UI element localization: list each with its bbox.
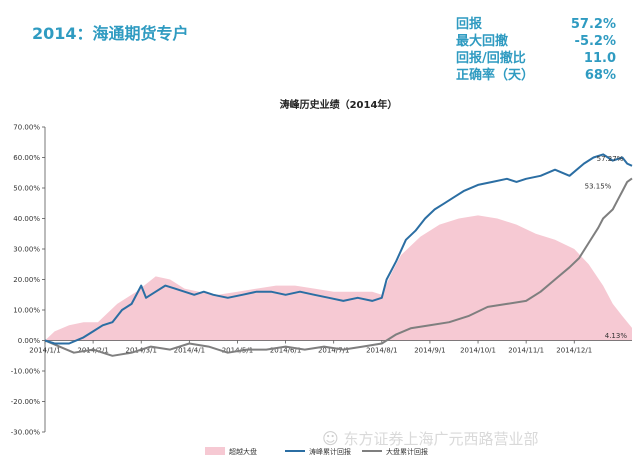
wechat-icon: ☺	[322, 429, 339, 448]
watermark-text: 东方证券上海广元西路营业部	[343, 430, 539, 448]
stat-label: 回报/回撤比	[456, 51, 526, 66]
y-tick-label: -30.00%	[11, 429, 41, 437]
stat-row-accuracy: 正确率（天） 68%	[456, 67, 616, 84]
y-tick-label: 10.00%	[13, 307, 40, 315]
stat-row-max-drawdown: 最大回撤 -5.2%	[456, 33, 616, 50]
y-tick-label: -20.00%	[11, 398, 41, 406]
page-title: 2014：海通期货专户	[32, 24, 189, 43]
x-tick-label: 2014/12/1	[556, 347, 592, 355]
stat-row-return: 回报 57.2%	[456, 16, 616, 33]
series-line-strategy	[44, 153, 633, 345]
x-tick-label: 2014/1/1	[29, 347, 60, 355]
x-tick-label: 2014/11/1	[508, 347, 544, 355]
stat-label: 回报	[456, 17, 483, 32]
y-tick-label: 60.00%	[13, 154, 40, 162]
data-label-excess: 4.13%	[605, 332, 628, 340]
y-tick-label: 40.00%	[13, 215, 40, 223]
stat-label: 正确率（天）	[456, 68, 535, 83]
stats-panel: 回报 57.2% 最大回撤 -5.2% 回报/回撤比 11.0 正确率（天） 6…	[456, 16, 616, 84]
y-tick-label: 50.00%	[13, 185, 40, 193]
x-tick-label: 2014/7/1	[318, 347, 349, 355]
y-tick-label: 0.00%	[18, 337, 41, 345]
series-line-market	[44, 177, 633, 357]
y-tick-label: 30.00%	[13, 246, 40, 254]
watermark: ☺ 东方证券上海广元西路营业部	[322, 428, 538, 449]
legend-swatch-excess	[205, 447, 225, 455]
stat-label: 最大回撤	[456, 34, 509, 49]
data-label-strategy: 57.27%	[597, 155, 624, 163]
x-tick-label: 2014/6/1	[270, 347, 301, 355]
x-tick-label: 2014/10/1	[460, 347, 496, 355]
stat-row-return-drawdown-ratio: 回报/回撤比 11.0	[456, 50, 616, 67]
y-tick-label: -10.00%	[11, 368, 41, 376]
x-tick-label: 2014/9/1	[414, 347, 445, 355]
legend-label-excess: 超越大盘	[229, 447, 257, 456]
chart-title: 涛峰历史业绩（2014年）	[280, 98, 398, 111]
legend-label-strategy: 涛峰累计回报	[309, 447, 351, 456]
series-area-excess	[45, 215, 632, 341]
x-tick-label: 2014/8/1	[366, 347, 397, 355]
data-label-market: 53.15%	[585, 182, 612, 190]
y-tick-label: 20.00%	[13, 276, 40, 284]
x-tick-label: 2014/4/1	[174, 347, 205, 355]
stat-value: 11.0	[583, 51, 616, 66]
legend-label-market: 大盘累计回报	[386, 447, 428, 456]
stat-value: 57.2%	[570, 17, 616, 32]
y-tick-label: 70.00%	[13, 124, 40, 132]
stat-value: -5.2%	[574, 34, 616, 49]
stat-value: 68%	[584, 68, 616, 83]
